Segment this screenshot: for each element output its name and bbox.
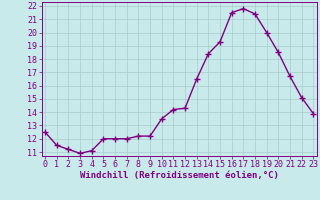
X-axis label: Windchill (Refroidissement éolien,°C): Windchill (Refroidissement éolien,°C): [80, 171, 279, 180]
